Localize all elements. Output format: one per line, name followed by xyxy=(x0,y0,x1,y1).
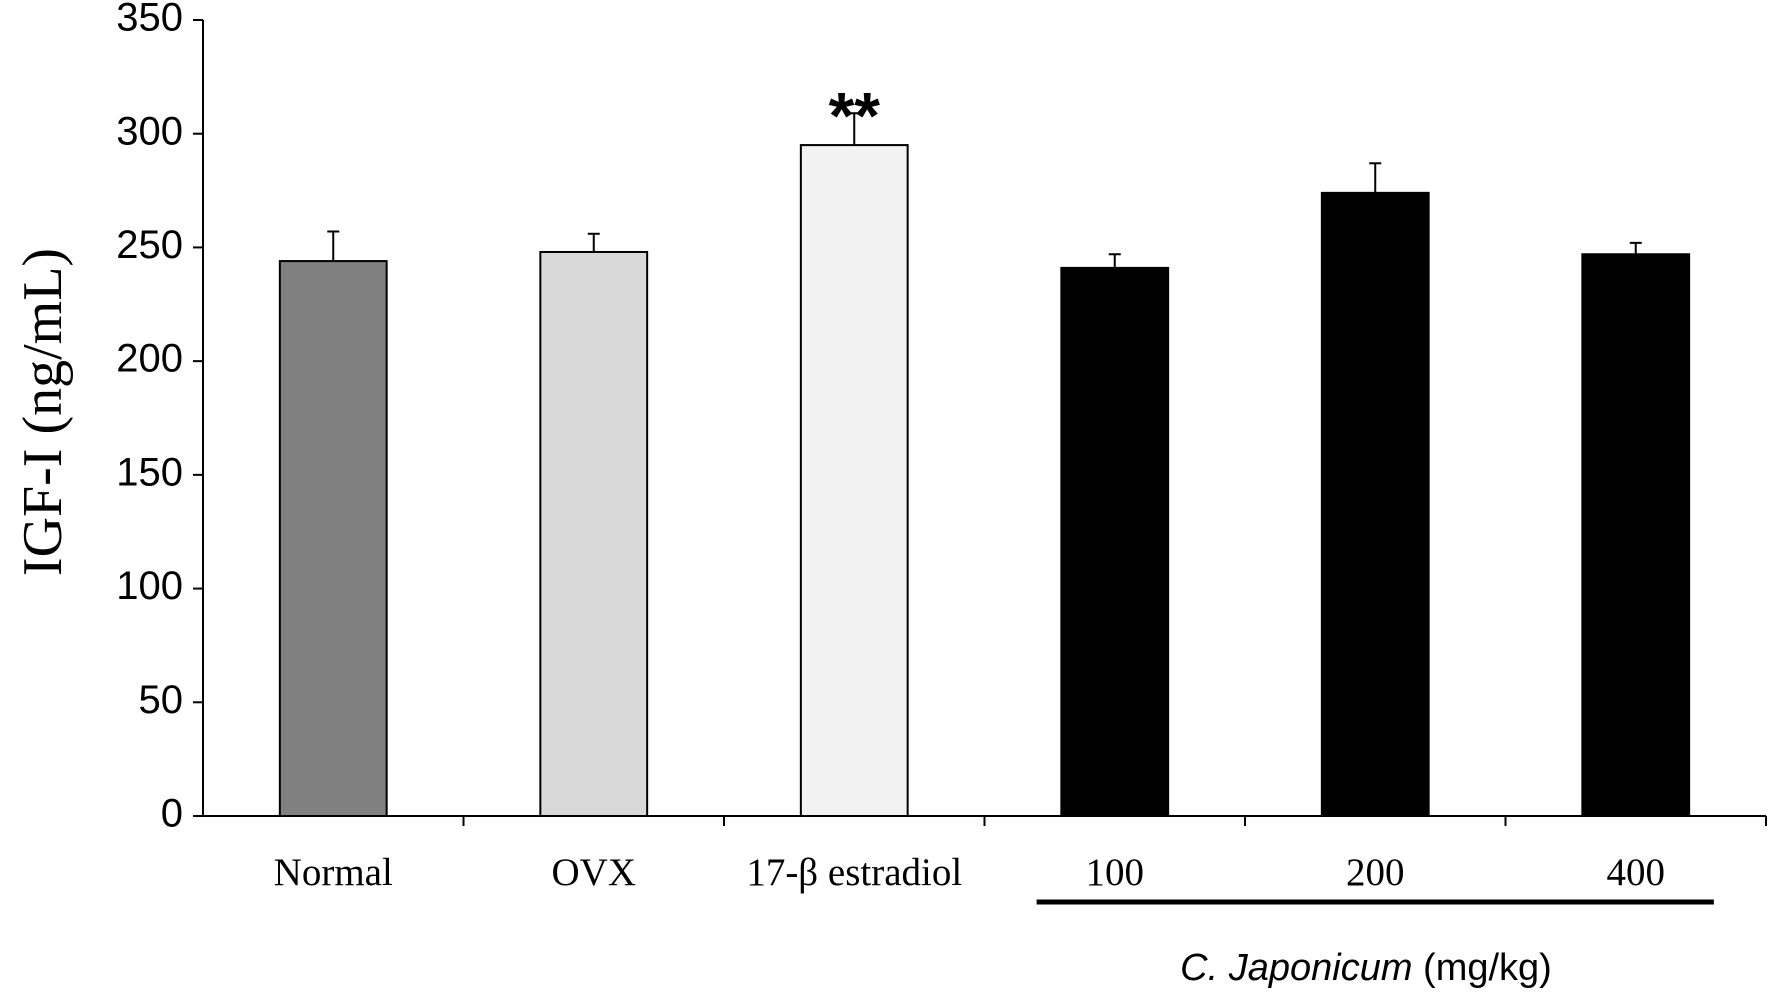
x-tick-label: 200 xyxy=(1346,851,1405,894)
y-tick-label: 250 xyxy=(116,223,183,267)
y-tick-label: 350 xyxy=(116,0,183,40)
group-unit: (mg/kg) xyxy=(1423,947,1552,989)
x-tick-label: OVX xyxy=(552,851,637,894)
x-tick-label: 400 xyxy=(1607,851,1666,894)
bar xyxy=(1581,253,1691,818)
y-axis-title: IGF-I (ng/mL) xyxy=(12,248,74,576)
y-tick-label: 50 xyxy=(139,678,184,722)
group-label: C. Japonicum (mg/kg) xyxy=(1180,947,1552,989)
x-tick-label: 17-β estradiol xyxy=(746,851,962,894)
y-tick-label: 0 xyxy=(161,792,183,836)
y-tick-label: 100 xyxy=(116,564,183,608)
bar xyxy=(539,250,649,817)
x-tick-label: 100 xyxy=(1086,851,1145,894)
x-tick-label: Normal xyxy=(274,851,393,894)
bar xyxy=(799,144,909,818)
significance-annotation: ** xyxy=(829,79,881,153)
bar xyxy=(1320,191,1430,818)
bar xyxy=(1060,266,1170,817)
group-name: C. Japonicum xyxy=(1180,947,1412,989)
y-tick-label: 300 xyxy=(116,109,183,153)
y-tick-label: 150 xyxy=(116,450,183,494)
bar xyxy=(278,260,388,817)
y-tick-label: 200 xyxy=(116,337,183,381)
